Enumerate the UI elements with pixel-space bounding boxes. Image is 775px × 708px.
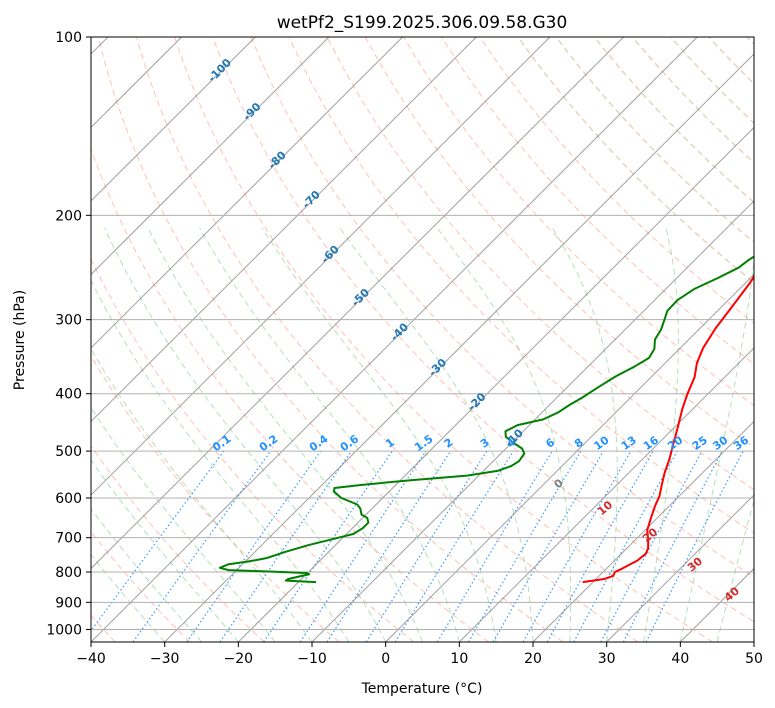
mixing-ratio-line <box>299 450 427 642</box>
isotherm-line <box>532 420 754 642</box>
x-tick-label: 50 <box>745 651 763 667</box>
x-tick-label: 40 <box>671 651 689 667</box>
chart-title: wetPf2_S199.2025.306.09.58.G30 <box>277 13 568 33</box>
x-tick-label: −30 <box>150 651 180 667</box>
isotherm-line <box>753 641 754 642</box>
dry-adiabat-line <box>517 37 754 284</box>
moist-adiabat-line <box>104 227 387 642</box>
x-axis-label: Temperature (°C) <box>361 681 483 697</box>
mixing-ratio-line <box>219 450 352 642</box>
y-axis-label: Pressure (hPa) <box>12 290 28 390</box>
x-tick-label: 30 <box>598 651 616 667</box>
mixing-ratio-line <box>132 450 272 642</box>
plot-background <box>91 37 754 642</box>
x-tick-label: −20 <box>224 651 254 667</box>
moist-adiabat-line <box>91 406 276 642</box>
x-tick-label: 10 <box>450 651 468 667</box>
moist-adiabat-line <box>716 498 754 642</box>
mixing-ratio-line <box>91 450 225 632</box>
moist-adiabat-line <box>643 227 679 642</box>
dry-adiabat-line <box>593 37 754 204</box>
dry-adiabat-line <box>288 37 754 534</box>
isotherm-line <box>237 126 754 642</box>
dry-adiabat-line <box>403 37 754 407</box>
y-tick-label: 900 <box>55 595 82 611</box>
moist-adiabat-line <box>552 227 618 642</box>
moist-adiabat-line <box>679 256 754 642</box>
y-tick-label: 600 <box>55 491 82 507</box>
x-tick-label: 0 <box>381 651 390 667</box>
isotherm-line <box>91 37 624 570</box>
isotherm-line <box>91 37 403 349</box>
pressure-gridlines <box>91 37 754 630</box>
temperature-line <box>582 274 754 584</box>
y-tick-label: 1000 <box>46 622 82 638</box>
dry-adiabat-line <box>250 37 754 578</box>
isotherm-line <box>91 37 698 642</box>
dewpoint-line <box>218 255 754 584</box>
x-tick-label: −40 <box>76 651 106 667</box>
isotherm-line <box>164 53 754 642</box>
mixing-ratio-line <box>546 450 654 642</box>
x-tick-label: −10 <box>297 651 327 667</box>
dry-adiabat-line <box>91 444 265 642</box>
mixing-ratio-line <box>645 450 744 642</box>
mixing-ratio-line <box>394 450 514 642</box>
dry-adiabat-line <box>479 37 754 324</box>
background-lines <box>91 37 754 642</box>
mixing-ratio-line <box>263 450 393 642</box>
mixing-ratio-line <box>365 450 488 642</box>
isotherm-line <box>458 347 754 642</box>
moist-adiabat-line <box>199 227 460 642</box>
moist-adiabat-line <box>147 227 423 642</box>
moist-adiabat-line <box>91 459 239 642</box>
moist-adiabat-line <box>339 227 534 642</box>
y-tick-label: 300 <box>55 313 82 329</box>
y-tick-label: 100 <box>55 30 82 46</box>
isotherm-line <box>606 494 754 642</box>
y-tick-label: 200 <box>55 208 82 224</box>
y-tick-label: 400 <box>55 387 82 403</box>
profile-lines <box>218 255 754 584</box>
isotherm-line <box>91 37 477 423</box>
dry-adiabat-line <box>135 37 639 642</box>
mixing-ratio-line <box>573 450 678 642</box>
isotherm-line <box>91 37 330 276</box>
isotherm-line <box>311 200 754 642</box>
y-tick-label: 800 <box>55 565 82 581</box>
y-tick-label: 500 <box>55 444 82 460</box>
dry-adiabat-line <box>174 37 713 642</box>
mixing-ratio-line <box>186 450 322 642</box>
dry-adiabat-line <box>97 37 564 642</box>
mixing-ratio-line <box>522 450 632 642</box>
isotherm-line <box>91 37 551 496</box>
dry-adiabat-line <box>631 37 754 164</box>
dry-adiabat-line <box>91 258 415 642</box>
mixing-ratio-line <box>326 450 452 642</box>
isotherm-line <box>385 273 754 642</box>
isotherm-line <box>91 37 256 202</box>
plot-frame <box>90 36 755 643</box>
x-tick-label: 20 <box>524 651 542 667</box>
dry-adiabat-line <box>326 37 754 491</box>
dry-adiabat-line <box>212 37 754 623</box>
moist-adiabat-line <box>91 507 202 642</box>
moist-adiabat-line <box>91 347 313 642</box>
y-tick-label: 700 <box>55 531 82 547</box>
moist-adiabat-line <box>436 227 572 642</box>
